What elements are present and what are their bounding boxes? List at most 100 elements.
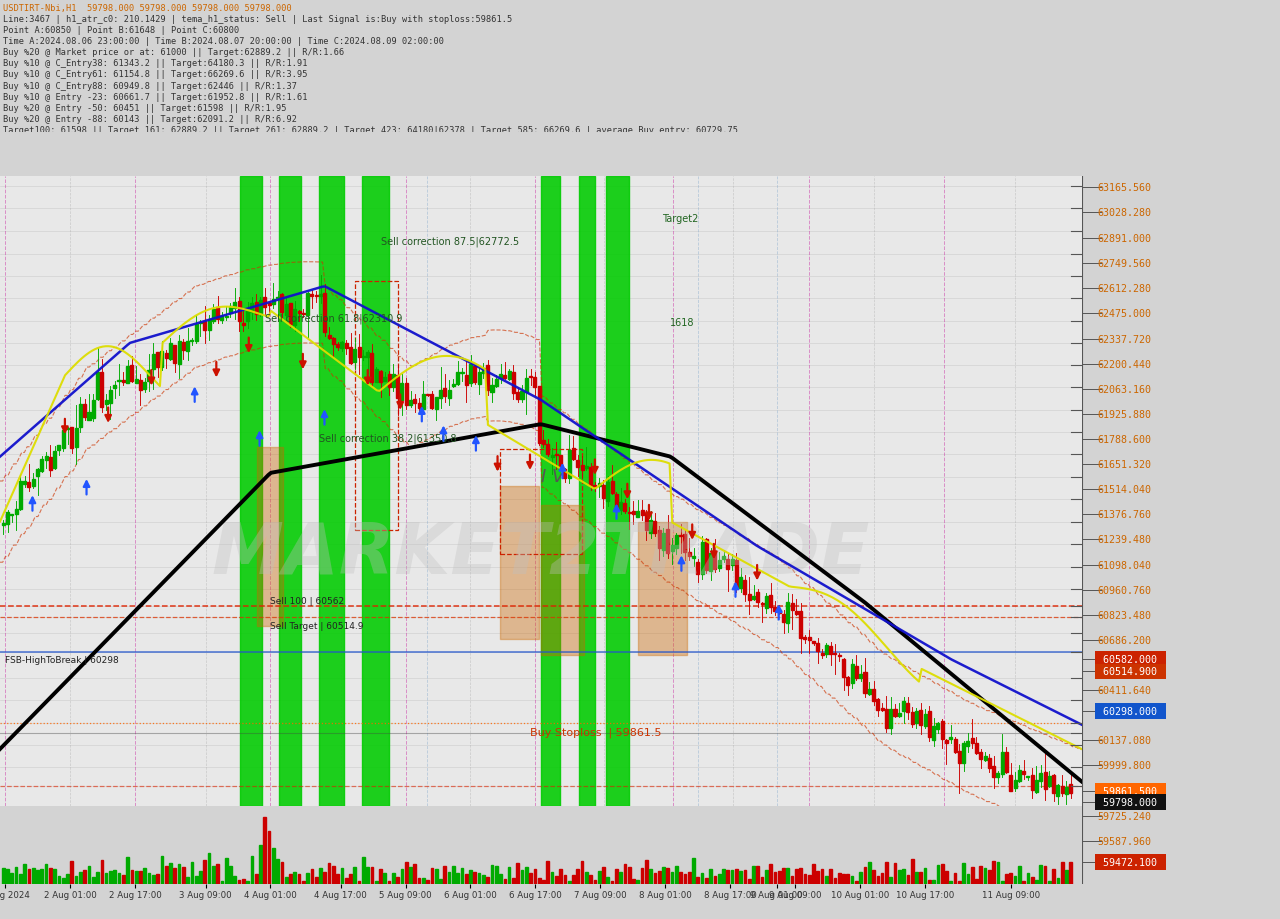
Bar xyxy=(289,874,292,884)
Bar xyxy=(49,868,51,884)
Bar xyxy=(165,353,168,359)
Bar xyxy=(782,614,785,622)
Text: 60298.000: 60298.000 xyxy=(1097,706,1164,716)
Bar xyxy=(186,342,189,351)
Bar xyxy=(722,557,724,559)
Bar xyxy=(468,365,472,383)
Bar xyxy=(474,367,476,382)
Bar xyxy=(756,592,759,603)
Bar xyxy=(413,400,416,403)
Bar xyxy=(709,553,712,572)
Bar xyxy=(753,866,755,884)
Bar xyxy=(957,881,961,884)
Bar xyxy=(182,342,184,350)
Bar xyxy=(383,378,387,381)
Bar xyxy=(306,873,308,884)
Bar xyxy=(864,868,867,884)
Bar xyxy=(79,872,82,884)
Bar xyxy=(289,304,292,324)
Bar xyxy=(605,176,630,806)
Bar xyxy=(14,510,18,514)
Bar xyxy=(229,307,232,313)
Bar xyxy=(96,872,99,884)
Bar xyxy=(87,866,91,884)
Bar xyxy=(988,869,991,884)
Bar xyxy=(503,879,506,884)
Bar xyxy=(654,872,657,884)
Bar xyxy=(996,773,1000,777)
Bar xyxy=(585,467,588,469)
Bar xyxy=(49,458,52,471)
Bar xyxy=(284,304,288,315)
Bar xyxy=(829,646,832,654)
Text: 62612.280: 62612.280 xyxy=(1097,284,1152,294)
Bar xyxy=(430,868,434,884)
Bar xyxy=(572,876,575,884)
Bar xyxy=(19,874,22,884)
Text: Sell correction 87.5|62772.5: Sell correction 87.5|62772.5 xyxy=(380,236,518,247)
Bar xyxy=(924,868,927,884)
Bar xyxy=(804,874,806,884)
Bar xyxy=(140,871,142,884)
Bar xyxy=(173,868,177,884)
Bar xyxy=(225,317,228,318)
Bar xyxy=(662,533,666,550)
Text: Buy %20 @ Entry -50: 60451 || Target:61598 || R/R:1.95: Buy %20 @ Entry -50: 60451 || Target:615… xyxy=(4,104,287,112)
Bar xyxy=(279,176,301,806)
Bar xyxy=(357,347,361,357)
Bar xyxy=(970,867,974,884)
Bar xyxy=(397,376,399,399)
Bar xyxy=(156,875,159,884)
Bar xyxy=(490,866,493,884)
Bar xyxy=(658,530,660,549)
Bar xyxy=(211,309,215,322)
Bar xyxy=(70,861,73,884)
Bar xyxy=(899,870,901,884)
Bar xyxy=(525,379,527,393)
Bar xyxy=(207,320,210,331)
Bar xyxy=(276,298,279,299)
Bar xyxy=(23,481,26,484)
Bar xyxy=(671,546,673,551)
Bar xyxy=(868,689,870,695)
Bar xyxy=(465,874,467,884)
Bar xyxy=(131,870,133,884)
Bar xyxy=(127,857,129,884)
Bar xyxy=(1036,780,1038,792)
Bar xyxy=(255,302,257,315)
Bar xyxy=(54,451,56,469)
Bar xyxy=(1018,771,1021,781)
Bar xyxy=(28,868,31,884)
Bar xyxy=(452,385,454,387)
Bar xyxy=(550,872,553,884)
Bar xyxy=(143,868,146,884)
Bar xyxy=(271,848,275,884)
Bar xyxy=(178,864,180,884)
Bar xyxy=(191,862,193,884)
Bar xyxy=(884,709,888,729)
Bar xyxy=(109,391,111,403)
Bar xyxy=(191,340,193,342)
Bar xyxy=(795,611,797,614)
Bar xyxy=(512,373,515,393)
Bar xyxy=(246,311,250,322)
Bar xyxy=(457,873,460,884)
Bar xyxy=(200,871,202,884)
Bar xyxy=(598,871,600,884)
Bar xyxy=(1,868,5,884)
Bar xyxy=(932,879,934,884)
Bar xyxy=(503,375,507,379)
Bar xyxy=(306,293,310,316)
Text: 60823.480: 60823.480 xyxy=(1097,610,1152,620)
Bar xyxy=(340,343,343,348)
Text: 61514.040: 61514.040 xyxy=(1097,484,1152,494)
Bar xyxy=(950,737,952,739)
Bar xyxy=(884,862,888,884)
Bar xyxy=(984,868,987,884)
Bar xyxy=(975,879,978,884)
Bar xyxy=(581,861,584,884)
Text: 63165.560: 63165.560 xyxy=(1097,183,1152,193)
Bar xyxy=(379,869,381,884)
Bar xyxy=(40,460,44,471)
Bar xyxy=(1052,775,1055,793)
